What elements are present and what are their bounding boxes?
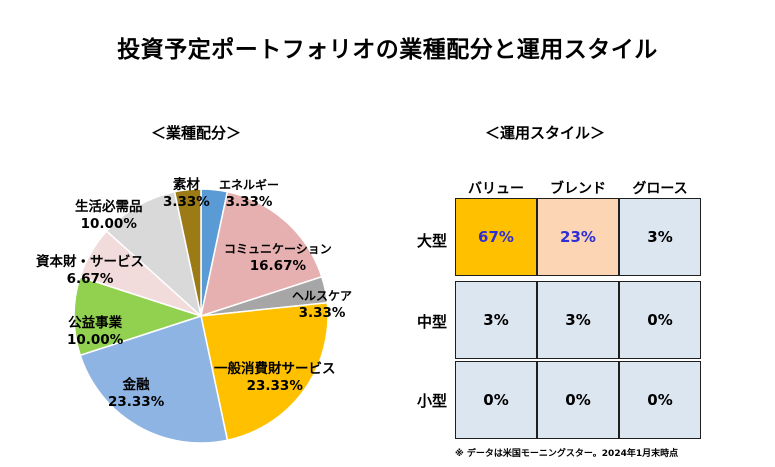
pie-slice-consumer-discretionary — [200, 301, 329, 442]
pie-label-communication: コミュニケーション 16.67% — [224, 242, 332, 274]
pie-label-materials: 素材 3.33% — [163, 177, 210, 210]
pie-slice-materials — [173, 188, 202, 317]
pie-slice-utilities — [73, 275, 204, 357]
style-cell-mid-blend: 3% — [537, 281, 619, 359]
style-row-large: 大型 — [416, 232, 447, 250]
pie-label-industrials: 資本財・サービス 6.67% — [36, 254, 144, 287]
style-cell-mid-growth: 0% — [619, 281, 701, 359]
pie-label-consumer-staples: 生活必需品 10.00% — [75, 199, 143, 232]
pie-subtitle: ＜業種配分＞ — [151, 124, 242, 142]
style-subtitle: ＜運用スタイル＞ — [485, 124, 606, 142]
style-cell-small-value: 0% — [455, 361, 537, 439]
pie-slice-consumer-staples — [105, 190, 203, 319]
pie-label-consumer-discretionary: 一般消費財サービス 23.33% — [214, 361, 336, 394]
style-cell-small-blend: 0% — [537, 361, 619, 439]
style-cell-large-growth: 3% — [619, 198, 701, 276]
style-cell-large-blend: 23% — [537, 198, 619, 276]
pie-label-energy: エネルギー 3.33% — [219, 178, 280, 210]
pie-slice-communication — [199, 190, 323, 318]
style-row-small: 小型 — [416, 392, 447, 410]
style-cell-mid-value: 3% — [455, 281, 537, 359]
style-cell-small-growth: 0% — [619, 361, 701, 439]
pie-slice-financials — [79, 315, 229, 444]
pie-label-healthcare: ヘルスケア 3.33% — [292, 289, 353, 321]
source-note: ※ データは米国モーニングスター。2024年1月末時点 — [455, 449, 679, 459]
style-col-blend: ブレンド — [550, 181, 606, 197]
style-col-growth: グロース — [632, 181, 688, 197]
page-title: 投資予定ポートフォリオの業種配分と運用スタイル — [117, 37, 658, 63]
pie-label-utilities: 公益事業 10.00% — [67, 315, 124, 348]
style-col-value: バリュー — [468, 181, 524, 197]
pie-label-financials: 金融 23.33% — [108, 377, 165, 410]
style-row-mid: 中型 — [416, 313, 447, 331]
style-cell-large-value: 67% — [455, 198, 537, 276]
